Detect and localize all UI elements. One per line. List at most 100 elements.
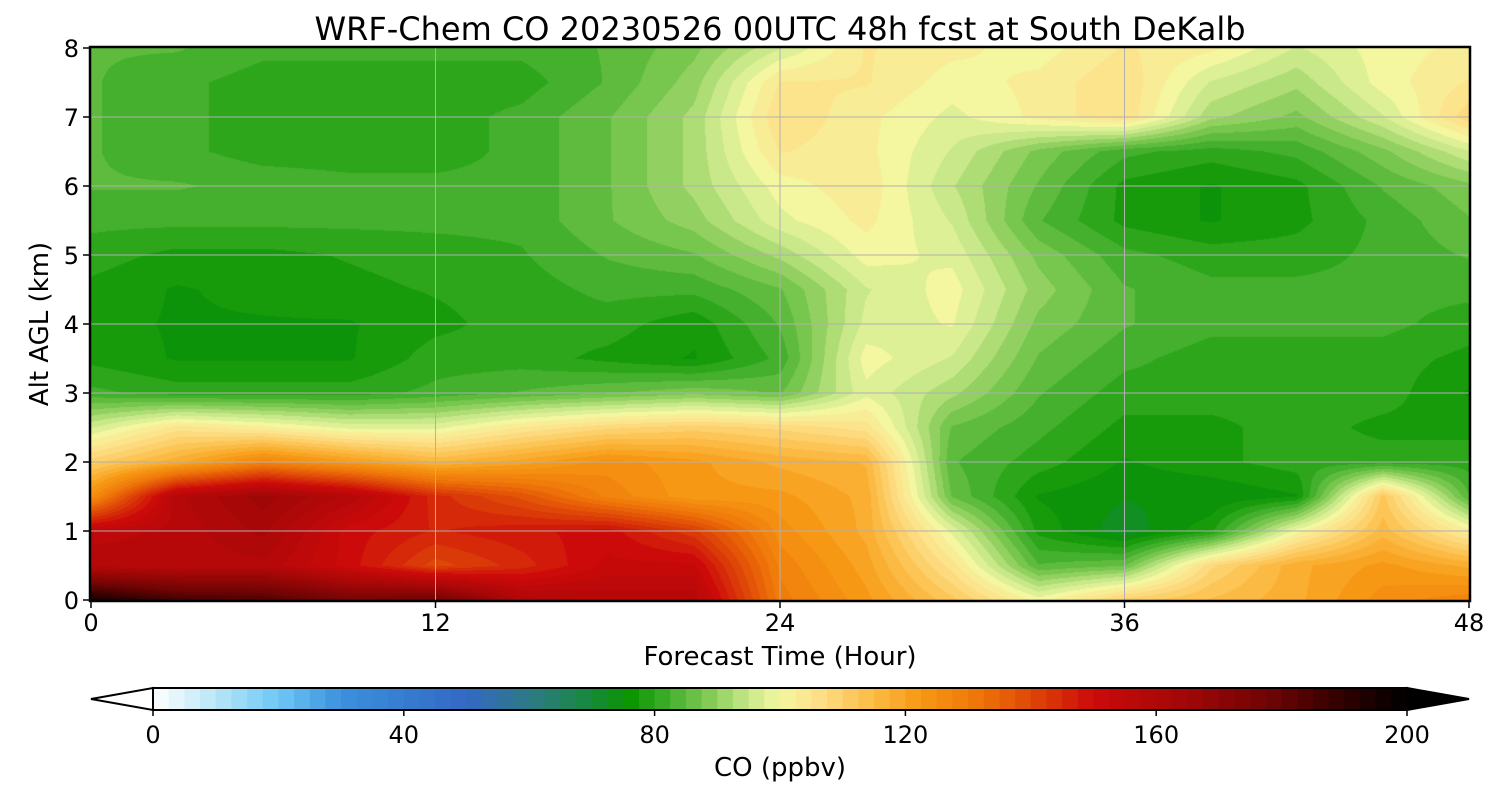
colorbar-segment [231,688,248,710]
colorbar-segment [1171,688,1189,710]
colorbar-segment [497,688,515,710]
colorbar-segment [999,688,1016,710]
colorbar-segment [1312,688,1330,710]
colorbar-segment [1391,688,1408,710]
colorbar-segment [1328,688,1345,710]
colorbar-tick-label: 0 [145,721,160,749]
colorbar-segment [325,688,342,710]
colorbar-segment [262,688,279,710]
colorbar-ticks: 0 40 80 120 160 200 [145,710,1430,749]
x-tick-label: 36 [1109,609,1140,637]
y-tick-label: 5 [64,242,79,270]
colorbar-tick-label: 120 [882,721,928,749]
y-tick-label: 3 [64,380,79,408]
colorbar-segment [607,688,624,710]
colorbar-tick-label: 160 [1133,721,1179,749]
colorbar-segment [1297,688,1314,710]
colorbar-segment [748,688,765,710]
y-tick-label: 4 [64,311,79,339]
colorbar-segment [1124,688,1142,710]
colorbar-tick-label: 200 [1384,721,1430,749]
colorbar-segment [780,688,797,710]
colorbar-segment [341,688,358,710]
colorbar: 0 40 80 120 160 200 CO (ppbv) [90,686,1470,783]
colorbar-segment [1015,688,1032,710]
colorbar-segment [576,688,593,710]
x-tick-label: 12 [420,609,451,637]
colorbar-segment [717,688,734,710]
y-tick-label: 1 [64,518,79,546]
y-tick-label: 7 [64,104,79,132]
grid-lines [91,48,1469,600]
y-axis: 0 1 2 3 4 5 6 7 8 [64,35,90,615]
colorbar-segment [983,688,1001,710]
colorbar-segment [278,688,295,710]
colorbar-segment [905,688,922,710]
colorbar-segment [200,688,217,710]
y-tick-label: 0 [64,587,79,615]
colorbar-segment [1265,688,1283,710]
colorbar-segment [889,688,906,710]
colorbar-segment [294,688,311,710]
colorbar-segment [529,688,546,710]
colorbar-segment [466,688,483,710]
colorbar-segment [1234,688,1251,710]
colorbar-segment [1062,688,1079,710]
colorbar-segment [215,688,232,710]
colorbar-tick-label: 80 [639,721,670,749]
colorbar-segment [482,688,499,710]
colorbar-segment [1375,688,1392,710]
colorbar-segment [764,688,781,710]
colorbar-segment [372,688,389,710]
colorbar-segment [356,688,374,710]
y-tick-label: 6 [64,173,79,201]
colorbar-segment [591,688,609,710]
colorbar-segment [403,688,421,710]
colorbar-segment [1359,688,1377,710]
colorbar-segment [309,688,327,710]
colorbar-label: CO (ppbv) [714,753,846,783]
x-axis: 0 12 24 36 48 [83,601,1484,637]
colorbar-segment [168,688,185,710]
colorbar-segment [858,688,875,710]
colorbar-segment [1218,688,1236,710]
colorbar-segment [968,688,985,710]
colorbar-segment [153,688,170,710]
colorbar-segment [1187,688,1204,710]
colorbar-segment [1344,688,1361,710]
y-axis-label: Alt AGL (km) [25,242,55,406]
colorbar-segment [419,688,436,710]
colorbar-segment [450,688,468,710]
colorbar-segment [544,688,562,710]
colorbar-segment [247,688,264,710]
colorbar-frame [152,687,1408,711]
colorbar-segment [670,688,687,710]
colorbar-extend-low [90,686,154,712]
colorbar-segment [513,688,530,710]
colorbar-segment [560,688,577,710]
colorbar-segment [1030,688,1048,710]
colorbar-segment [1093,688,1110,710]
colorbar-segment [388,688,405,710]
colorbar-segment [184,688,201,710]
colorbar-segment [921,688,938,710]
colorbar-segment [1046,688,1063,710]
colorbar-segment [842,688,859,710]
colorbar-segment [1250,688,1267,710]
colorbar-segment [435,688,452,710]
colorbar-segment [1077,688,1095,710]
colorbar-segment [936,688,954,710]
colorbar-segment [685,688,703,710]
colorbar-segment [795,688,812,710]
x-tick-label: 48 [1454,609,1485,637]
chart-title: WRF-Chem CO 20230526 00UTC 48h fcst at S… [314,10,1245,48]
x-axis-label: Forecast Time (Hour) [643,642,916,672]
colorbar-segment [1156,688,1173,710]
colorbar-segment [654,688,671,710]
colorbar-segment [952,688,969,710]
y-tick-label: 8 [64,35,79,63]
colorbar-segment [701,688,718,710]
colorbar-segment [874,688,891,710]
x-tick-label: 0 [83,609,98,637]
